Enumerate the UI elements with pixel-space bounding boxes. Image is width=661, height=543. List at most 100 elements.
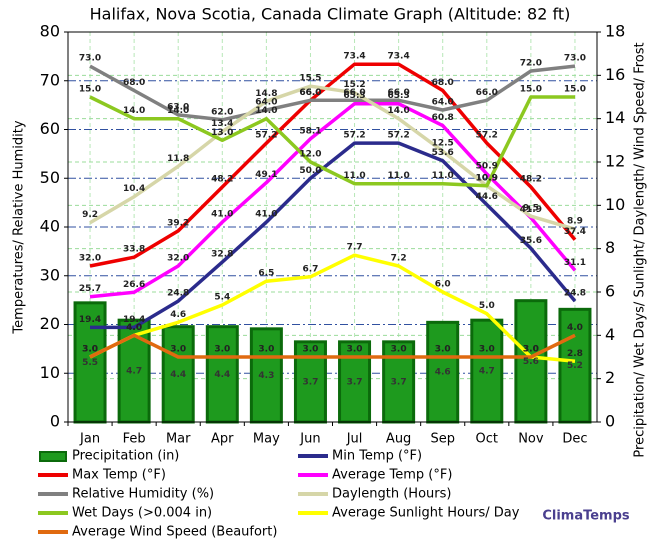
data-label: 19.4 [123,315,145,325]
data-label: 4.7 [479,367,495,377]
data-label: 14.0 [123,106,145,116]
data-label: 25.7 [79,284,101,294]
data-label: 14.0 [255,106,277,116]
data-label: 11.0 [343,171,365,181]
data-label: 63.0 [167,102,189,112]
data-label: 15.0 [79,85,101,95]
data-label: 32.0 [79,254,101,264]
y-axis-label: Temperatures/ Relative Humidity [12,120,27,334]
data-label: 4.4 [170,370,186,380]
data-label: 50.0 [299,166,321,176]
data-label: 57.2 [476,131,498,141]
data-label: 3.0 [302,345,318,355]
data-label: 65.3 [343,91,365,101]
data-label: 14.0 [388,106,410,116]
data-label: 41.0 [255,210,277,220]
data-label: 3.0 [391,345,407,355]
data-label: 14.0 [167,106,189,116]
data-label: 12.5 [432,139,454,149]
data-label: 4.3 [258,371,274,381]
data-label: 68.0 [123,78,145,88]
series-line [89,253,576,364]
data-label: 15.5 [299,74,321,84]
y2-tick-label: 12 [605,152,625,171]
y2-tick-label: 18 [605,22,625,41]
data-label: 12.0 [299,150,321,160]
data-label: 73.0 [564,54,586,64]
data-label: 3.0 [435,345,451,355]
data-label: 73.4 [388,52,410,62]
data-label: 3.7 [391,377,407,387]
bar [73,301,107,424]
data-label: 3.0 [479,345,495,355]
legend-label: Min Temp (°F) [332,449,422,464]
data-label: 66.0 [299,88,321,98]
data-label: 4.6 [435,368,451,378]
data-label: 64.0 [432,98,454,108]
series-line [89,101,577,299]
data-label: 3.0 [523,345,539,355]
legend-label: Wet Days (>0.004 in) [72,506,212,521]
data-label: 41.0 [211,210,233,220]
data-label: 10.4 [123,184,145,194]
data-label: 3.0 [523,345,539,355]
series-line [89,62,577,268]
data-label: 41.9 [520,205,542,215]
x-tick-label: May [253,432,280,447]
data-label: 3.0 [214,345,230,355]
x-tick-label: Mar [166,432,191,447]
x-tick-label: Apr [211,432,234,447]
data-label: 15.0 [520,85,542,95]
data-label: 57.2 [255,131,277,141]
brand: ClimaTemps [542,509,630,524]
data-label: 4.7 [126,367,142,377]
x-tick-label: Sep [430,432,455,447]
series-line [89,64,576,122]
data-label: 3.0 [82,345,98,355]
plot-frame [67,31,598,423]
data-label: 6.7 [302,264,318,274]
x-tick-label: Oct [476,432,498,447]
legend-label: Average Temp (°F) [332,468,452,483]
data-label: 6.5 [258,269,274,279]
data-label: 48.2 [211,175,233,185]
chart-title: Halifax, Nova Scotia, Canada Climate Gra… [90,5,571,24]
y-tick-label: 40 [40,217,60,236]
data-label: 73.4 [343,52,365,62]
data-label: 9.5 [523,204,539,214]
series-line [89,95,575,188]
data-label: 4.4 [214,370,230,380]
y-tick-label: 80 [40,22,60,41]
bar [470,318,504,424]
data-label: 31.1 [564,258,586,268]
data-label: 6.0 [435,280,451,290]
x-tick-label: Jan [79,432,100,447]
data-label: 3.7 [302,377,318,387]
data-label: 26.6 [123,280,145,290]
data-label: 8.9 [567,217,583,227]
data-label: 5.6 [523,357,539,367]
data-label: 10.9 [476,173,498,183]
data-label: 3.0 [170,345,186,355]
data-label: 11.8 [167,154,189,164]
data-label: 64.0 [255,98,277,108]
data-label: 72.0 [520,59,542,69]
legend-label: Average Wind Speed (Beaufort) [72,525,277,540]
data-label: 33.8 [123,245,145,255]
data-label: 5.5 [82,358,98,368]
data-label: 15.0 [564,85,586,95]
data-label: 39.2 [167,218,189,228]
x-tick-label: Jul [346,432,363,447]
data-label: 44.6 [476,192,498,202]
y2-tick-label: 2 [605,368,615,387]
data-label: 3.0 [82,345,98,355]
y-tick-label: 20 [40,314,60,333]
y-tick-label: 60 [40,119,60,138]
series-line [90,141,577,330]
data-label: 2.8 [567,349,583,359]
bar [249,327,283,424]
bar [293,340,327,424]
data-label: 60.8 [432,113,454,123]
y-tick-label: 0 [50,412,60,431]
